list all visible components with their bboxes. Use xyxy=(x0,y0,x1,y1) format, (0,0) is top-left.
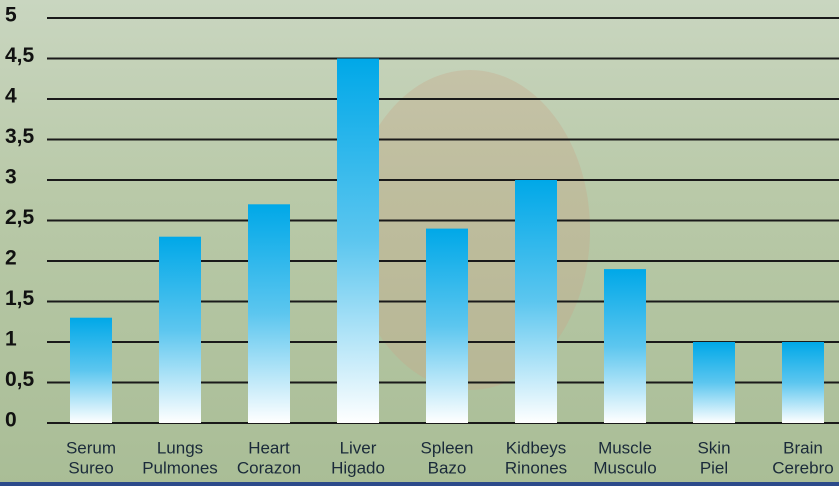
bar xyxy=(604,269,646,423)
bar xyxy=(693,342,735,423)
x-tick-label: Rinones xyxy=(505,458,567,477)
bar xyxy=(248,204,290,423)
bar xyxy=(159,237,201,423)
x-tick-label: Muscle xyxy=(598,438,652,457)
x-tick-label: Bazo xyxy=(428,458,467,477)
bar xyxy=(70,318,112,423)
x-tick-label: Skin xyxy=(697,438,730,457)
x-tick-label: Cerebro xyxy=(772,458,833,477)
y-tick-label: 5 xyxy=(5,4,17,27)
x-tick-label: Corazon xyxy=(237,458,301,477)
y-tick-label: 1,5 xyxy=(5,287,35,310)
bar xyxy=(782,342,824,423)
y-tick-label: 0,5 xyxy=(5,368,35,391)
chart: 0 0,5 1 1,5 2 2,5 3 3,5 4 4,5 5 SerumSureo LungsPulm… xyxy=(0,0,839,486)
bar xyxy=(515,180,557,423)
y-tick-label: 3,5 xyxy=(5,125,35,148)
y-tick-label: 0 xyxy=(5,409,17,432)
x-tick-label: Higado xyxy=(331,458,385,477)
y-tick-label: 4 xyxy=(5,85,17,108)
x-tick-label: Heart xyxy=(248,438,290,457)
x-tick-label: Lungs xyxy=(157,438,203,457)
x-tick-label: Sureo xyxy=(68,458,113,477)
x-tick-label: Pulmones xyxy=(142,458,218,477)
x-tick-label: Liver xyxy=(340,438,377,457)
x-tick-label: Brain xyxy=(783,438,823,457)
bar xyxy=(426,229,468,423)
y-tick-label: 4,5 xyxy=(5,44,35,67)
y-tick-label: 2,5 xyxy=(5,206,35,229)
x-tick-label: Musculo xyxy=(593,458,656,477)
y-tick-label: 3 xyxy=(5,166,17,189)
x-tick-label: Spleen xyxy=(421,438,474,457)
y-tick-label: 1 xyxy=(5,328,17,351)
x-tick-label: Serum xyxy=(66,438,116,457)
y-tick-label: 2 xyxy=(5,247,17,270)
x-tick-label: Kidbeys xyxy=(506,438,566,457)
x-tick-label: Piel xyxy=(700,458,728,477)
bottom-border xyxy=(0,482,839,486)
bar xyxy=(337,59,379,424)
